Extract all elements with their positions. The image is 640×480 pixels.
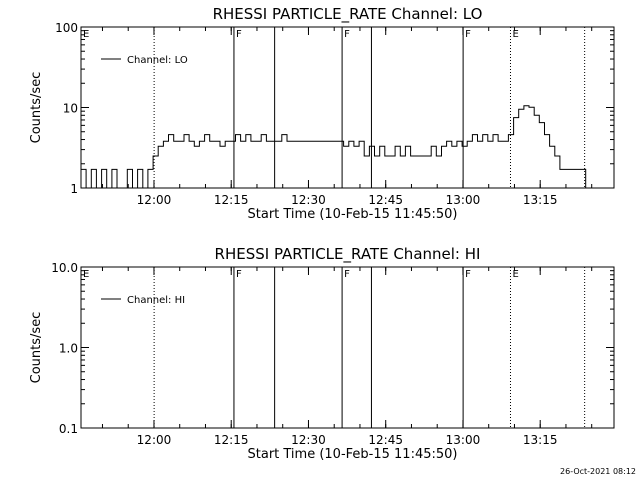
x-axis-label: Start Time (10-Feb-15 11:45:50): [248, 207, 458, 222]
event-marker-label: F: [344, 29, 350, 40]
x-tick-label: 12:15: [214, 433, 249, 447]
event-marker-label: E: [83, 269, 89, 280]
y-axis-label: Counts/sec: [29, 72, 44, 144]
event-marker-label: E: [512, 269, 518, 280]
y-tick-label: 1: [70, 182, 78, 196]
generation-timestamp: 26-Oct-2021 08:12: [560, 467, 636, 476]
event-marker-label: E: [512, 29, 518, 40]
event-marker-label: F: [344, 269, 350, 280]
x-tick-label: 13:00: [446, 193, 481, 207]
event-marker-label: F: [236, 29, 242, 40]
event-marker-label: F: [465, 269, 471, 280]
y-tick-label: 100: [55, 21, 78, 35]
chart-title: RHESSI PARTICLE_RATE Channel: HI: [215, 245, 481, 264]
y-tick-label: 10: [63, 102, 78, 116]
series-line: [81, 105, 587, 189]
y-tick-label: 0.1: [59, 422, 78, 436]
x-tick-label: 13:15: [523, 193, 558, 207]
x-tick-label: 13:00: [446, 433, 481, 447]
x-tick-label: 12:15: [214, 193, 249, 207]
x-tick-label: 13:15: [523, 433, 558, 447]
plot-frame: [80, 266, 615, 429]
x-tick-label: 12:00: [137, 433, 172, 447]
legend-label: Channel: LO: [127, 55, 188, 66]
legend-label: Channel: HI: [127, 295, 185, 306]
y-tick-label: 10.0: [51, 261, 78, 275]
x-axis-label: Start Time (10-Feb-15 11:45:50): [248, 447, 458, 462]
x-tick-label: 12:45: [368, 193, 403, 207]
x-tick-label: 12:30: [291, 433, 326, 447]
chart-title: RHESSI PARTICLE_RATE Channel: LO: [213, 5, 483, 24]
x-tick-label: 12:45: [368, 433, 403, 447]
event-marker-label: F: [465, 29, 471, 40]
event-marker-label: F: [236, 269, 242, 280]
y-tick-label: 1.0: [59, 342, 78, 356]
x-tick-label: 12:30: [291, 193, 326, 207]
x-tick-label: 12:00: [137, 193, 172, 207]
event-marker-label: E: [83, 29, 89, 40]
y-axis-label: Counts/sec: [29, 312, 44, 384]
